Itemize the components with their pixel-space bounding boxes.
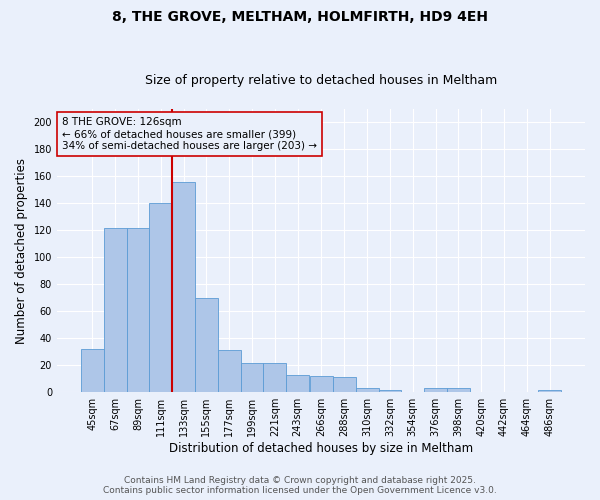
Bar xyxy=(263,362,286,392)
Bar xyxy=(286,374,309,392)
Bar xyxy=(379,390,401,392)
Bar xyxy=(195,298,218,392)
Text: 8 THE GROVE: 126sqm
← 66% of detached houses are smaller (399)
34% of semi-detac: 8 THE GROVE: 126sqm ← 66% of detached ho… xyxy=(62,118,317,150)
Bar xyxy=(356,388,379,392)
Bar xyxy=(538,390,561,392)
Y-axis label: Number of detached properties: Number of detached properties xyxy=(15,158,28,344)
Title: Size of property relative to detached houses in Meltham: Size of property relative to detached ho… xyxy=(145,74,497,87)
Text: Contains HM Land Registry data © Crown copyright and database right 2025.
Contai: Contains HM Land Registry data © Crown c… xyxy=(103,476,497,495)
Bar xyxy=(310,376,333,392)
Bar xyxy=(218,350,241,392)
Bar xyxy=(81,349,104,392)
Bar xyxy=(447,388,470,392)
Bar xyxy=(149,204,172,392)
X-axis label: Distribution of detached houses by size in Meltham: Distribution of detached houses by size … xyxy=(169,442,473,455)
Bar xyxy=(333,378,356,392)
Bar xyxy=(104,228,127,392)
Bar xyxy=(424,388,447,392)
Text: 8, THE GROVE, MELTHAM, HOLMFIRTH, HD9 4EH: 8, THE GROVE, MELTHAM, HOLMFIRTH, HD9 4E… xyxy=(112,10,488,24)
Bar xyxy=(172,182,195,392)
Bar xyxy=(127,228,149,392)
Bar xyxy=(241,362,263,392)
